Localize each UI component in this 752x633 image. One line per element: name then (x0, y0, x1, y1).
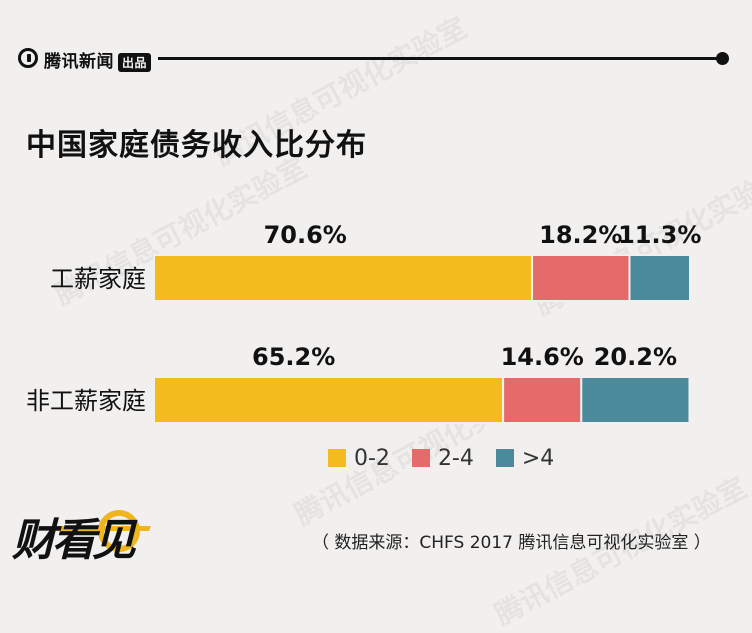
legend-item-gt4: >4 (495, 445, 555, 471)
data-label: 70.6% (264, 221, 347, 249)
stacked-bar-chart: 工薪家庭 70.6% 18.2%11.3% 非工薪家庭 65.2% 14.6% 20.2% (26, 221, 701, 424)
bar-segment (153, 376, 505, 424)
chart-title: 中国家庭债务收入比分布 (26, 128, 367, 163)
logo-text: 财看见 (12, 515, 136, 566)
brand-badge: 出品 (118, 53, 152, 72)
legend-swatch-0-2 (328, 449, 346, 467)
bar-segment (153, 254, 534, 302)
brand-name-text: 腾讯新闻 (44, 52, 114, 72)
legend-swatch-2-4 (411, 449, 430, 467)
data-label: 65.2% (252, 343, 335, 371)
legend-item-2-4: 2-4 (411, 445, 474, 471)
caikanjian-logo: 财看见 (12, 500, 152, 570)
data-label: 18.2% (539, 221, 622, 249)
legend-label: 2-4 (437, 445, 474, 471)
category-label: 非工薪家庭 (26, 387, 146, 415)
data-label: 11.3% (618, 221, 701, 249)
legend: 0-2 2-4 >4 (328, 443, 576, 473)
bar-segment (580, 376, 691, 424)
brand-header: 腾讯新闻 出品 (18, 44, 730, 72)
bar-segment (628, 254, 691, 302)
data-label: 14.6% (501, 343, 584, 371)
legend-swatch-gt4 (495, 449, 514, 467)
legend-label: 0-2 (354, 445, 390, 471)
source-note: （ 数据来源：CHFS 2017 腾讯信息可视化实验室 ） (312, 533, 711, 553)
bar-segment (502, 376, 583, 424)
legend-label: >4 (521, 445, 555, 471)
category-label: 工薪家庭 (50, 265, 146, 293)
brand-name: 腾讯新闻 出品 (44, 47, 152, 72)
data-label: 20.2% (594, 343, 677, 371)
bar-segment (531, 254, 631, 302)
header-rule (158, 57, 720, 60)
header-rule-dot (716, 52, 729, 65)
tencent-news-logo-icon (18, 48, 38, 68)
logo-ring-icon (98, 510, 140, 552)
legend-item-0-2: 0-2 (328, 446, 390, 471)
